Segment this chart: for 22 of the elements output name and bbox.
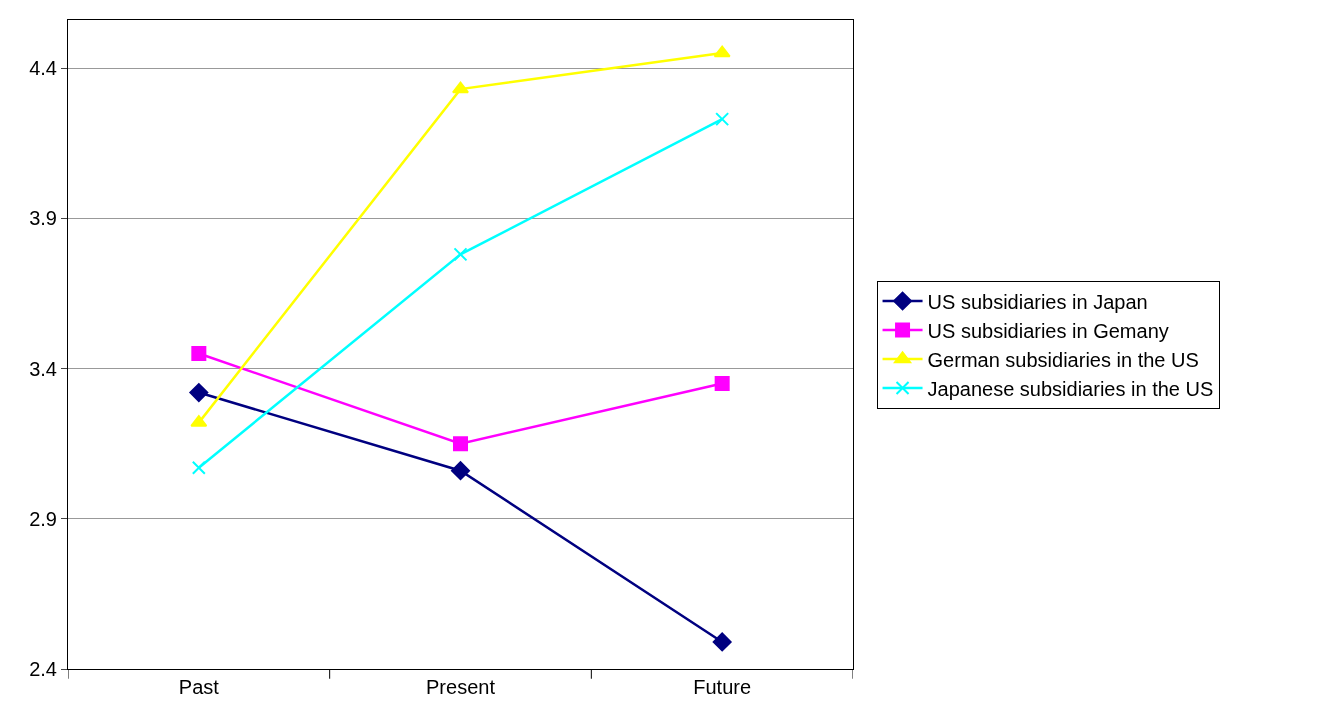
x-tick-label: Future — [693, 676, 752, 698]
legend-label: US subsidiaries in Gemany — [927, 319, 1169, 342]
point — [715, 112, 730, 127]
point — [191, 346, 207, 362]
legend-label: German subsidiaries in the US — [927, 348, 1199, 371]
y-tick-label: 4.4 — [29, 57, 57, 80]
x-tick-label: Present — [426, 676, 496, 698]
point — [453, 436, 468, 452]
point — [451, 461, 470, 481]
legend-label: Japanese subsidiaries in the US — [927, 377, 1214, 400]
point — [189, 383, 209, 403]
y-tick-label: 2.4 — [29, 658, 57, 680]
legend-label: US subsidiaries in Japan — [927, 290, 1148, 313]
y-tick-label: 3.4 — [29, 357, 57, 380]
x-tick-label: Past — [178, 676, 220, 698]
point — [713, 45, 731, 58]
point — [453, 247, 468, 262]
point — [712, 632, 732, 652]
point — [191, 460, 206, 475]
point — [714, 376, 730, 392]
y-tick-label: 2.9 — [29, 507, 57, 530]
y-tick-label: 3.9 — [29, 207, 57, 230]
